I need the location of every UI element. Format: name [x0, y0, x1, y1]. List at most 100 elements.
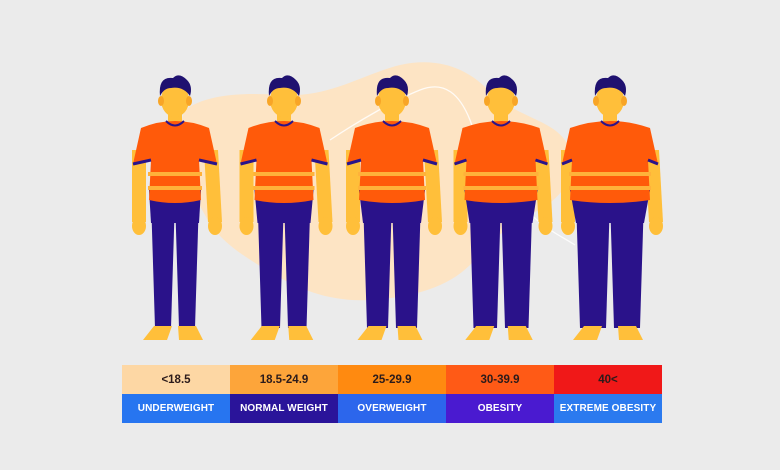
figure-sleeve-trim — [240, 158, 257, 166]
figure-shirt-stripe — [463, 172, 539, 176]
figure-shirt-stripe — [148, 172, 202, 176]
figure-hand — [208, 217, 222, 235]
figure-ear — [621, 96, 627, 106]
figure-ear — [484, 96, 490, 106]
figure-overweight — [346, 75, 442, 340]
figure-sleeve-trim — [311, 158, 328, 166]
figure-ear — [512, 96, 518, 106]
figure-sleeve-trim — [422, 158, 438, 166]
figure-arm — [453, 150, 468, 222]
figure-leg — [151, 198, 175, 328]
figure-foot — [618, 326, 643, 340]
figure-shirt — [240, 121, 328, 203]
figure-hair — [485, 75, 517, 96]
figure-shirt — [133, 121, 217, 203]
body-figures-illustration — [132, 62, 663, 340]
figure-leg — [610, 198, 644, 328]
figure-head — [161, 83, 189, 117]
figure-hand — [132, 217, 146, 235]
bmi-category-cell: OBESITY — [446, 394, 554, 423]
figure-hand — [428, 217, 442, 235]
figure-sleeve-trim — [454, 158, 467, 166]
figure-collar — [382, 120, 402, 127]
figure-sleeve-trim — [561, 158, 573, 166]
figure-underweight — [132, 75, 222, 340]
figure-shirt — [454, 121, 548, 203]
figure-hair — [268, 75, 300, 96]
figure-sleeve-trim — [198, 158, 218, 166]
figure-head — [378, 83, 406, 117]
figure-shirt-stripe — [358, 172, 426, 176]
figure-shirt — [347, 121, 437, 203]
figure-arm — [132, 150, 146, 222]
figure-head — [270, 83, 298, 117]
bmi-range-cell: 40< — [554, 365, 662, 394]
figure-hand — [239, 217, 254, 235]
figure-shirt-stripe — [358, 186, 426, 190]
bmi-range-cell: 25-29.9 — [338, 365, 446, 394]
figure-leg — [257, 198, 284, 328]
figure-ear — [403, 96, 409, 106]
figure-hand — [649, 217, 663, 235]
figure-leg — [284, 198, 311, 328]
figure-collar — [274, 120, 294, 127]
figure-leg — [175, 198, 199, 328]
figure-area — [132, 62, 663, 340]
figure-obesity — [453, 75, 553, 340]
figure-foot — [507, 326, 533, 340]
figure-leg — [392, 198, 421, 328]
figure-normal-weight — [239, 75, 333, 340]
figure-ear — [593, 96, 599, 106]
figure-ear — [186, 96, 192, 106]
figure-ear — [295, 96, 301, 106]
figure-sleeve-trim — [535, 158, 548, 166]
figure-extreme-obesity — [561, 75, 663, 340]
figure-collar — [491, 120, 511, 127]
figure-hand — [318, 217, 333, 235]
figure-hair — [159, 75, 191, 96]
figure-arm — [534, 150, 553, 222]
bmi-category-cell: NORMAL WEIGHT — [230, 394, 338, 423]
figure-sleeve-trim — [132, 158, 152, 166]
figure-ear — [267, 96, 273, 106]
bmi-category-cell: EXTREME OBESITY — [554, 394, 662, 423]
bmi-category-cell: UNDERWEIGHT — [122, 394, 230, 423]
figure-shirt-stripe — [463, 186, 539, 190]
figure-head — [596, 83, 624, 117]
figure-hand — [453, 217, 468, 235]
figure-hand — [561, 217, 575, 235]
figure-foot — [250, 326, 280, 340]
figure-sleeve-trim — [647, 158, 659, 166]
figure-foot — [143, 326, 172, 340]
figure-hair — [376, 75, 408, 96]
figure-shirt-stripe — [148, 186, 202, 190]
figure-ear — [158, 96, 164, 106]
figure-shirt — [562, 121, 658, 203]
figure-leg — [469, 198, 501, 328]
bmi-category-cell: OVERWEIGHT — [338, 394, 446, 423]
figure-arm — [204, 150, 222, 222]
figure-foot — [465, 326, 495, 340]
bmi-scale-table: <18.5 18.5-24.9 25-29.9 30-39.9 40< UNDE… — [122, 365, 662, 423]
figure-arm — [645, 150, 663, 222]
figure-arm — [239, 150, 254, 222]
figure-shirt-stripe — [569, 172, 651, 176]
figure-ear — [375, 96, 381, 106]
figure-shirt-stripe — [253, 172, 315, 176]
figure-arm — [314, 150, 333, 222]
figure-arm — [561, 150, 575, 222]
figure-foot — [357, 326, 387, 340]
figure-leg — [576, 198, 610, 328]
bmi-range-cell: 18.5-24.9 — [230, 365, 338, 394]
figure-foot — [288, 326, 314, 340]
figure-foot — [397, 326, 423, 340]
figure-sleeve-trim — [346, 158, 362, 166]
figure-hand — [346, 217, 360, 235]
figure-hair — [594, 75, 626, 96]
figure-shirt-stripe — [569, 186, 651, 190]
figure-leg — [501, 198, 533, 328]
figure-head — [487, 83, 515, 117]
figure-foot — [178, 326, 203, 340]
figure-foot — [573, 326, 602, 340]
figure-arm — [346, 150, 360, 222]
